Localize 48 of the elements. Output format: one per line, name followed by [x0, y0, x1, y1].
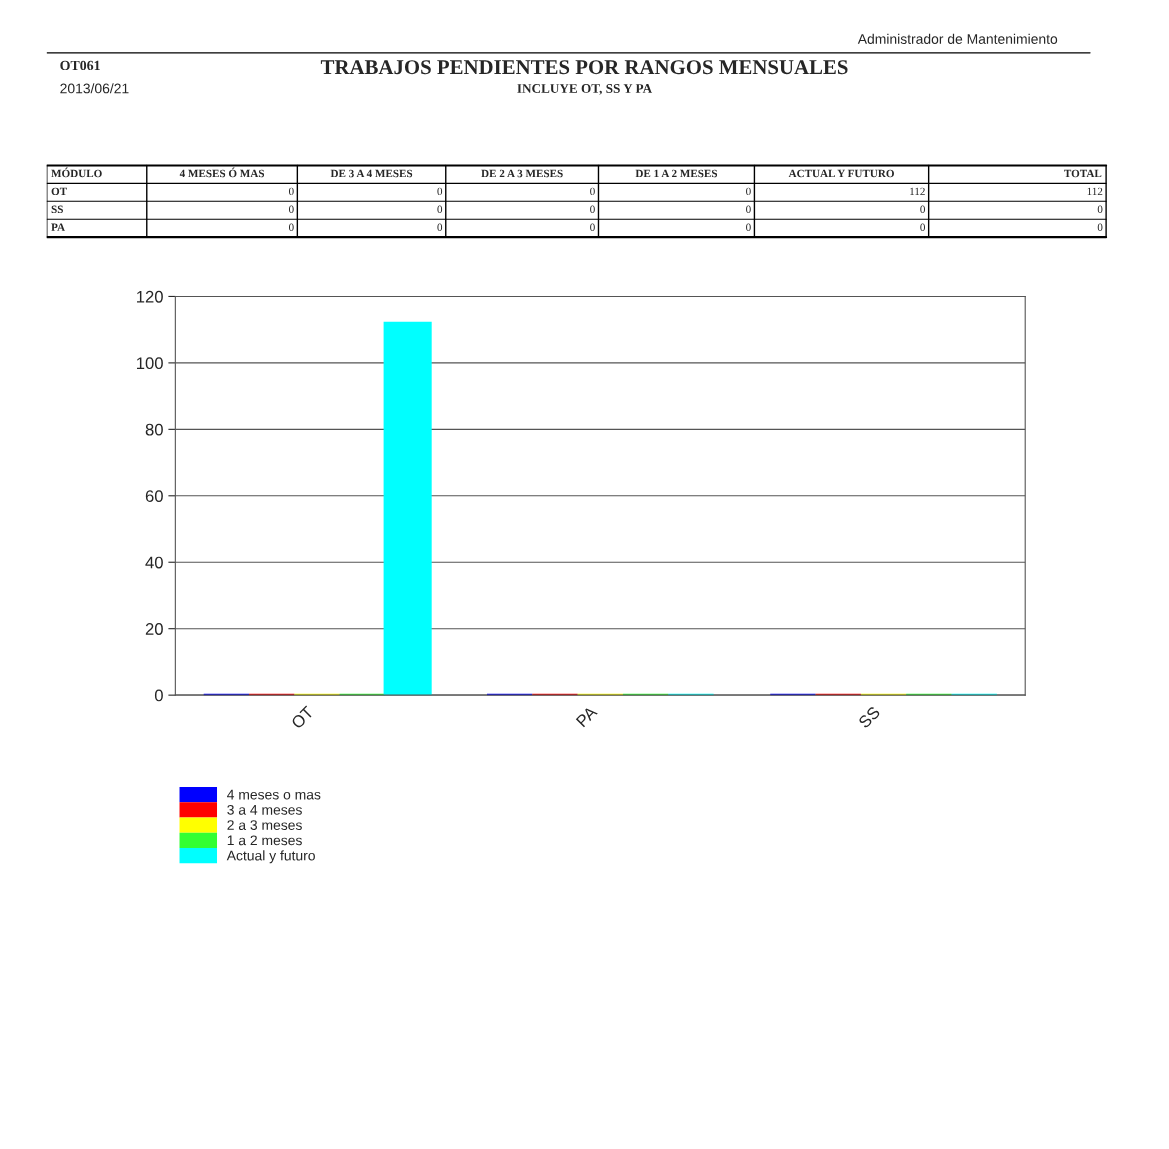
text: 0	[746, 187, 751, 196]
x-tick-label: OT	[290, 705, 315, 730]
text: 0	[920, 223, 925, 231]
text: INCLUYE OT, SS Y PA	[517, 84, 653, 95]
text: OT061	[60, 60, 100, 71]
text: 0	[746, 223, 751, 231]
category-label: DE 3 A 4 MESES	[330, 169, 413, 178]
y-tick-label: 40	[145, 556, 163, 569]
text: Administrador de Mantenimiento	[857, 33, 1058, 44]
y-tick-label: 100	[137, 357, 163, 370]
legend-label: 2 a 3 meses	[227, 820, 302, 831]
text: 0	[288, 205, 294, 214]
legend-label: 3 a 4 meses	[227, 804, 302, 815]
x-tick-label: PA	[575, 705, 598, 728]
category-label: DE 1 A 2 MESES	[635, 169, 718, 178]
text: 0	[288, 223, 294, 231]
text: 0	[590, 223, 595, 231]
text: 0	[437, 205, 443, 214]
text: 0	[590, 187, 595, 196]
text: 0	[437, 223, 443, 231]
legend-label: 4 meses o mas	[227, 789, 321, 800]
text: 0	[920, 205, 925, 214]
category-label: DE 2 A 3 MESES	[481, 169, 563, 178]
category-label: PA	[51, 223, 65, 231]
text: 0	[590, 205, 595, 214]
text: 0	[1097, 223, 1103, 231]
text: 2013/06/21	[60, 83, 129, 94]
text: 112	[1087, 187, 1103, 196]
y-tick-label: 80	[145, 423, 163, 436]
y-tick-label: 60	[145, 490, 163, 502]
text: 0	[437, 187, 443, 196]
x-tick-label: SS	[857, 705, 881, 729]
category-label: ACTUAL Y FUTURO	[788, 169, 894, 178]
text: 0	[746, 205, 751, 214]
legend-label: 1 a 2 meses	[227, 835, 302, 846]
text: 112	[910, 187, 925, 196]
text: 0	[288, 187, 294, 196]
text: TRABAJOS PENDIENTES POR RANGOS MENSUALES	[320, 60, 848, 75]
category-label: OT	[51, 187, 67, 196]
y-tick-label: 0	[154, 689, 163, 702]
legend-label: Actual y futuro	[226, 850, 315, 864]
y-tick-label: 120	[137, 290, 163, 303]
category-label: TOTAL	[1064, 169, 1102, 178]
text: 0	[1097, 205, 1103, 214]
category-label: SS	[51, 205, 63, 214]
category-label: 4 MESES Ó MAS	[179, 167, 265, 178]
y-tick-label: 20	[145, 623, 163, 635]
category-label: MÓDULO	[51, 167, 102, 178]
